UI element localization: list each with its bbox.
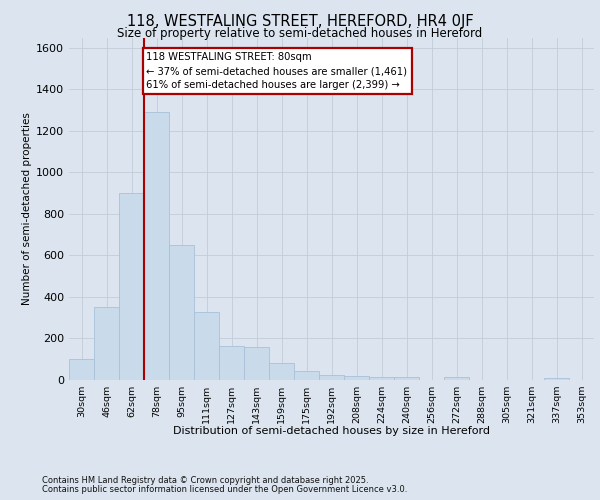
Bar: [94, 308, 119, 380]
Bar: [194, 312, 218, 380]
Text: 118 WESTFALING STREET: 80sqm
← 37% of semi-detached houses are smaller (1,461)
6: 118 WESTFALING STREET: 80sqm ← 37% of se…: [146, 52, 407, 90]
Bar: [169, 245, 194, 380]
Bar: [70, 359, 94, 380]
Bar: [344, 376, 368, 380]
Bar: [394, 377, 419, 380]
Bar: [319, 375, 344, 380]
Bar: [295, 370, 319, 380]
Text: 118, WESTFALING STREET, HEREFORD, HR4 0JF: 118, WESTFALING STREET, HEREFORD, HR4 0J…: [127, 14, 473, 29]
Text: Size of property relative to semi-detached houses in Hereford: Size of property relative to semi-detach…: [118, 26, 482, 40]
Bar: [145, 112, 169, 380]
Bar: [220, 346, 244, 380]
Bar: [544, 378, 569, 380]
Bar: [445, 377, 469, 380]
Bar: [119, 193, 143, 380]
X-axis label: Distribution of semi-detached houses by size in Hereford: Distribution of semi-detached houses by …: [173, 426, 490, 436]
Bar: [370, 377, 394, 380]
Text: Contains HM Land Registry data © Crown copyright and database right 2025.: Contains HM Land Registry data © Crown c…: [42, 476, 368, 485]
Bar: [244, 347, 269, 380]
Y-axis label: Number of semi-detached properties: Number of semi-detached properties: [22, 112, 32, 305]
Text: Contains public sector information licensed under the Open Government Licence v3: Contains public sector information licen…: [42, 485, 407, 494]
Bar: [269, 364, 293, 380]
